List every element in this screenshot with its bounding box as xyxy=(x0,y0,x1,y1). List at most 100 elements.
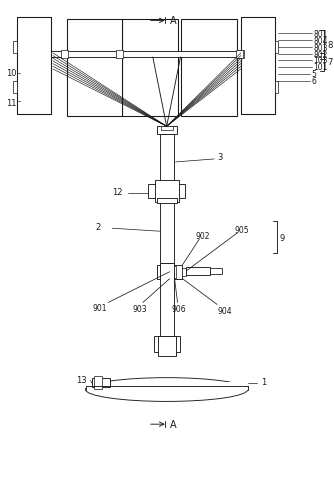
Bar xyxy=(103,26,117,41)
Bar xyxy=(161,127,173,131)
Bar xyxy=(103,61,117,77)
Bar xyxy=(186,43,200,59)
Bar xyxy=(186,96,200,112)
Bar xyxy=(143,26,157,41)
Bar xyxy=(127,26,141,41)
Bar xyxy=(202,79,216,95)
Bar xyxy=(35,77,46,93)
Bar xyxy=(72,26,86,41)
Bar xyxy=(22,95,33,110)
Bar xyxy=(218,79,232,95)
Text: 10: 10 xyxy=(6,69,17,78)
Bar xyxy=(259,41,270,57)
Bar xyxy=(35,24,46,39)
Bar xyxy=(218,96,232,112)
Text: 901: 901 xyxy=(93,303,107,312)
Bar xyxy=(88,43,101,59)
Bar xyxy=(218,26,232,41)
Bar xyxy=(259,24,270,39)
Text: 13: 13 xyxy=(75,375,86,384)
Bar xyxy=(236,51,243,59)
Text: 2: 2 xyxy=(96,222,101,231)
Bar xyxy=(88,26,101,41)
Text: 801: 801 xyxy=(313,30,328,39)
Text: 906: 906 xyxy=(172,304,186,313)
Bar xyxy=(95,376,102,389)
Bar xyxy=(181,21,237,117)
Bar xyxy=(157,266,182,279)
Bar xyxy=(186,268,210,275)
Text: 12: 12 xyxy=(112,188,123,197)
Bar xyxy=(88,79,101,95)
Text: 803: 803 xyxy=(313,44,328,53)
Bar xyxy=(157,127,177,135)
Bar xyxy=(246,41,257,57)
Bar xyxy=(186,26,200,41)
Bar xyxy=(159,43,173,59)
Bar xyxy=(243,21,273,113)
Bar xyxy=(35,59,46,75)
Bar xyxy=(155,180,179,202)
Text: 904: 904 xyxy=(217,306,232,315)
Bar xyxy=(148,184,185,198)
Bar xyxy=(22,41,33,57)
Bar xyxy=(13,42,17,54)
Bar xyxy=(143,61,157,77)
Bar xyxy=(259,77,270,93)
Text: 8: 8 xyxy=(327,41,332,50)
Bar xyxy=(35,41,46,57)
Bar xyxy=(127,61,141,77)
Bar xyxy=(160,200,174,264)
Text: 902: 902 xyxy=(195,231,210,240)
Bar xyxy=(246,59,257,75)
Bar xyxy=(116,51,123,59)
Bar xyxy=(159,26,173,41)
Text: 905: 905 xyxy=(235,225,249,234)
Bar xyxy=(210,268,222,274)
Bar xyxy=(127,96,141,112)
Bar xyxy=(103,43,117,59)
Bar xyxy=(218,61,232,77)
Bar xyxy=(158,337,176,356)
Bar xyxy=(183,23,235,115)
Bar xyxy=(103,79,117,95)
Bar xyxy=(182,268,186,276)
Bar xyxy=(275,82,279,94)
Bar xyxy=(154,337,179,352)
Bar xyxy=(186,61,200,77)
Bar xyxy=(22,77,33,93)
Bar xyxy=(160,135,174,186)
Bar xyxy=(124,23,176,115)
Bar xyxy=(103,96,117,112)
Bar xyxy=(246,95,257,110)
Bar xyxy=(22,59,33,75)
Bar xyxy=(35,95,46,110)
Text: A: A xyxy=(170,17,176,27)
Bar xyxy=(159,96,173,112)
Bar xyxy=(88,96,101,112)
Bar xyxy=(202,61,216,77)
Bar xyxy=(143,43,157,59)
Bar xyxy=(246,24,257,39)
Text: 1: 1 xyxy=(261,377,266,386)
Bar xyxy=(202,96,216,112)
Bar xyxy=(67,21,122,117)
Bar xyxy=(72,96,86,112)
Text: 802: 802 xyxy=(313,51,328,60)
Bar xyxy=(127,43,141,59)
Text: 11: 11 xyxy=(6,99,17,108)
Bar xyxy=(72,61,86,77)
Text: 7: 7 xyxy=(327,58,332,67)
Bar xyxy=(160,267,176,278)
Bar xyxy=(160,264,174,338)
Bar xyxy=(259,95,270,110)
Text: 9: 9 xyxy=(280,233,285,242)
Bar xyxy=(19,21,49,113)
Text: 101: 101 xyxy=(313,63,328,72)
Text: 903: 903 xyxy=(132,304,147,313)
Text: A: A xyxy=(170,419,176,429)
Bar xyxy=(22,24,33,39)
Bar xyxy=(122,21,178,117)
Bar xyxy=(143,79,157,95)
Bar xyxy=(61,51,68,59)
